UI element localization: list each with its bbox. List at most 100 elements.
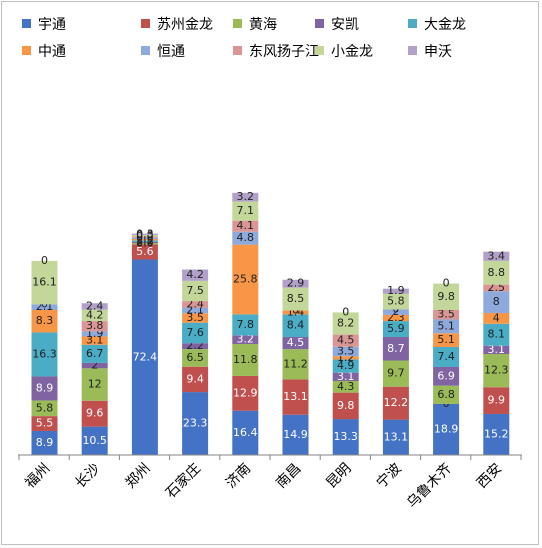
x-tick-label: 济南 (223, 461, 254, 492)
bar-segment (232, 410, 259, 455)
bar-segment (483, 260, 510, 285)
data-label: 16.4 (233, 426, 258, 439)
legend-label: 宇通 (38, 17, 66, 33)
bar-segment (382, 288, 409, 294)
x-tick-label: 西安 (474, 461, 505, 492)
bar-segment (31, 430, 58, 455)
bar-segment (131, 237, 158, 239)
bar-segment (131, 241, 158, 244)
data-label: 5.8 (387, 295, 405, 308)
legend-swatch (408, 46, 417, 55)
bar-segment (182, 349, 209, 367)
bar-segment (332, 381, 359, 393)
data-label: 8.2 (337, 317, 355, 330)
data-label: 11.8 (233, 353, 258, 366)
bar-segment (31, 260, 58, 305)
x-tick-label: 乌鲁木齐 (404, 461, 455, 512)
bar-segment (131, 244, 158, 260)
data-label: 0.3 (136, 227, 154, 240)
data-label: 2.9 (287, 277, 305, 290)
bar-segment (182, 392, 209, 455)
bar-segment (81, 336, 108, 345)
data-label: 8.1 (488, 328, 506, 341)
bar-segment (232, 231, 259, 245)
data-label: 9.8 (337, 399, 355, 412)
bar-segment (282, 310, 309, 315)
data-label: 9.9 (488, 394, 506, 407)
data-label: 16.1 (32, 276, 57, 289)
data-label: 3.1 (337, 370, 355, 383)
bar-segment (433, 347, 460, 367)
data-label: 8.9 (36, 436, 54, 449)
bar-segment (332, 392, 359, 420)
data-label: 2 (392, 305, 399, 318)
bar-segment (332, 346, 359, 357)
data-label: 11.2 (283, 357, 308, 370)
data-label: 1.9 (387, 284, 405, 297)
bar-segment (182, 322, 209, 344)
data-label: 6.5 (186, 351, 204, 364)
data-label: 10.5 (82, 434, 107, 447)
bar-segment (81, 331, 108, 337)
data-label: 9.6 (86, 407, 104, 420)
bar-segment (232, 201, 259, 221)
bar-segment (433, 385, 460, 404)
bar-segment (332, 359, 359, 373)
legend-swatch (315, 46, 324, 55)
bar-segment (332, 419, 359, 455)
bar-segment (31, 310, 58, 333)
data-label: 8.3 (36, 314, 54, 327)
data-label: 8.9 (36, 381, 54, 394)
legend-swatch (315, 19, 324, 28)
data-label: 0.0 (136, 229, 154, 242)
bar-segment (382, 309, 409, 315)
data-label: 13.3 (333, 430, 358, 443)
data-label: 16.3 (32, 347, 57, 360)
data-label: 7.6 (186, 326, 204, 339)
legend-label: 安凯 (331, 17, 359, 33)
bar-segment (382, 386, 409, 420)
x-tick-label: 昆明 (323, 461, 354, 492)
legend-swatch (141, 46, 150, 55)
bar-segment (483, 291, 510, 313)
x-tick-label: 石家庄 (162, 460, 204, 502)
bar-segment (182, 307, 209, 314)
data-label: 13.1 (283, 390, 308, 403)
bar-segment (232, 375, 259, 411)
bar-segment (282, 379, 309, 415)
data-label: 4.9 (337, 359, 355, 372)
data-label: 23.3 (183, 417, 208, 430)
data-label: 3.5 (337, 344, 355, 357)
bar-segment (382, 314, 409, 322)
bar-segment (81, 426, 108, 455)
legend-label: 苏州金龙 (157, 17, 213, 33)
data-label: 9.4 (186, 372, 204, 385)
legend-swatch (141, 19, 150, 28)
data-label: 15.2 (484, 427, 509, 440)
bar-segment (182, 366, 209, 393)
x-tick-label: 宁波 (373, 460, 405, 492)
data-label: 5.5 (36, 417, 54, 430)
bar-segment (81, 400, 108, 427)
bar-segment (483, 387, 510, 414)
bar-segment (382, 360, 409, 387)
bar-segment (433, 319, 460, 334)
bar-segment (31, 416, 58, 431)
x-tick-label: 南昌 (273, 461, 304, 492)
bar-segment (483, 413, 510, 455)
data-label: 7.5 (186, 284, 204, 297)
legend-label: 大金龙 (424, 17, 466, 33)
legend-label: 小金龙 (331, 44, 373, 60)
data-label: 6.8 (437, 388, 455, 401)
data-label: 8.5 (287, 292, 305, 305)
bar-segment (131, 234, 158, 237)
data-label: 2.4 (86, 300, 104, 313)
data-label: 14.9 (283, 428, 308, 441)
bar-segment (182, 343, 209, 350)
data-label: 5.9 (387, 322, 405, 335)
data-label: 8.4 (287, 319, 305, 332)
legend-swatch (233, 19, 242, 28)
bar-segment (31, 304, 58, 311)
data-label: 12.3 (484, 364, 509, 377)
bar-segment (131, 243, 158, 245)
